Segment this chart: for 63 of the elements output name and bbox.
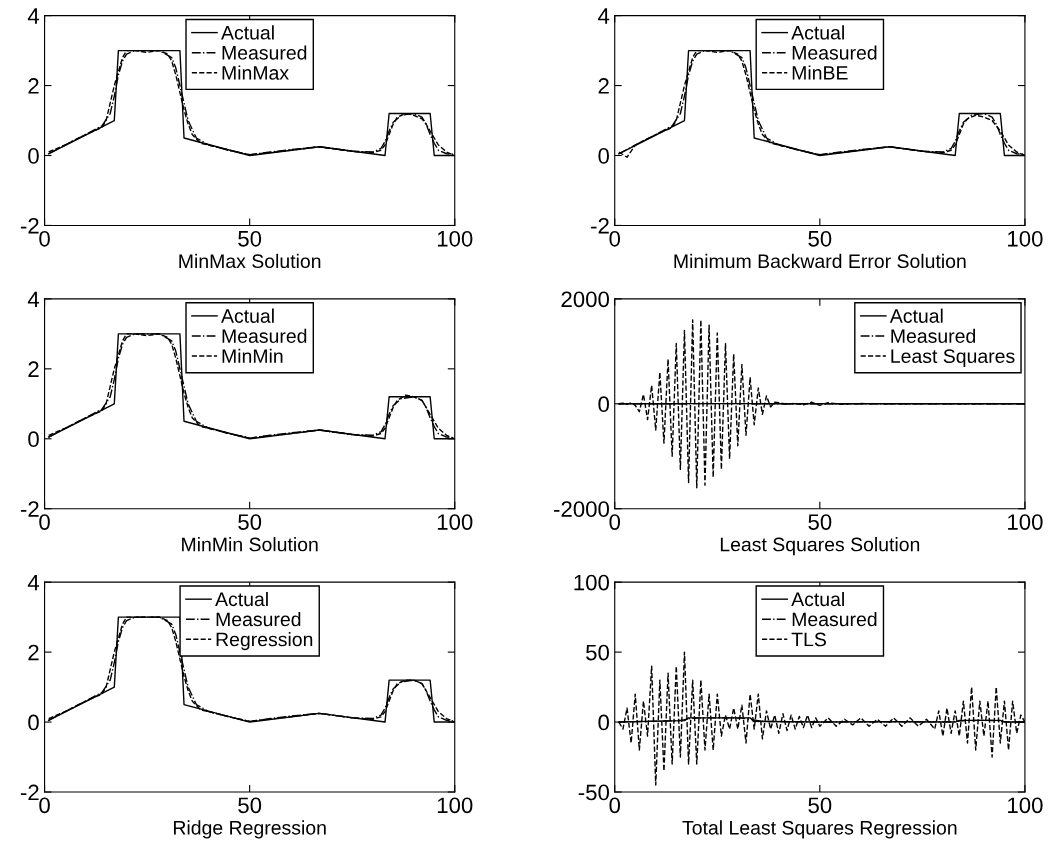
x-tick-label: 50 xyxy=(238,230,262,247)
x-tick-label: 100 xyxy=(1008,514,1043,530)
y-tick-label: 4 xyxy=(27,291,40,307)
legend-label: MinBE xyxy=(792,65,848,80)
x-tick-label: 50 xyxy=(808,230,832,247)
legend-label: MinMin xyxy=(222,348,283,363)
legend-label: Measured xyxy=(891,328,976,343)
legend-label: TLS xyxy=(791,632,826,647)
y-tick-label: 2 xyxy=(28,78,39,94)
y-tick-label: 4 xyxy=(598,8,610,24)
y-tick-label: 2000 xyxy=(561,291,610,308)
x-axis-title: MinMin Solution xyxy=(182,537,318,552)
x-tick-label: 50 xyxy=(238,797,262,814)
legend-label: Measured xyxy=(222,328,307,343)
legend-label: Regression xyxy=(216,632,313,651)
y-tick-label: -2000 xyxy=(554,501,610,517)
y-tick-label: 100 xyxy=(574,574,610,591)
x-tick-label: 0 xyxy=(39,514,50,530)
legend-label: Actual xyxy=(215,591,268,607)
legend-label: Measured xyxy=(792,611,877,627)
x-tick-label: 0 xyxy=(609,230,621,247)
y-tick-label: 0 xyxy=(28,714,39,731)
x-tick-label: 0 xyxy=(609,514,621,530)
x-tick-label: 100 xyxy=(437,230,473,247)
legend-label: Actual xyxy=(889,308,943,323)
legend-label: MinMax xyxy=(222,65,289,80)
x-axis-title: Least Squares Solution xyxy=(720,537,920,556)
legend-label: Actual xyxy=(791,25,844,40)
y-tick-label: -50 xyxy=(578,784,609,801)
y-tick-label: -2 xyxy=(591,217,609,234)
legend-label: Actual xyxy=(221,308,274,323)
x-tick-label: 100 xyxy=(1008,797,1043,814)
y-tick-label: 50 xyxy=(586,644,609,661)
y-tick-label: 0 xyxy=(598,148,609,164)
y-tick-label: -2 xyxy=(20,217,39,234)
x-axis-title: Ridge Regression xyxy=(173,820,326,839)
y-tick-label: 2 xyxy=(28,361,39,377)
x-tick-label: 100 xyxy=(1008,230,1043,247)
x-axis-title: MinMax Solution xyxy=(179,253,321,269)
y-tick-label: 0 xyxy=(598,714,609,731)
y-tick-label: -2 xyxy=(20,784,39,801)
x-tick-label: 100 xyxy=(437,797,473,814)
x-tick-label: 50 xyxy=(238,514,262,530)
x-tick-label: 50 xyxy=(808,514,832,530)
legend-label: Measured xyxy=(222,45,307,60)
legend-label: Measured xyxy=(792,45,877,60)
legend-label: Measured xyxy=(216,611,301,627)
y-tick-label: 0 xyxy=(598,396,609,413)
y-tick-label: 0 xyxy=(28,431,39,448)
y-tick-label: 4 xyxy=(27,574,40,591)
x-tick-label: 0 xyxy=(609,797,621,814)
x-tick-label: 100 xyxy=(437,514,473,530)
legend-label: Actual xyxy=(791,591,844,607)
y-tick-label: -2 xyxy=(20,501,39,517)
y-tick-label: 2 xyxy=(28,644,39,661)
y-tick-label: 4 xyxy=(27,8,40,24)
legend-label: Least Squares xyxy=(891,349,1015,367)
x-axis-title: Minimum Backward Error Solution xyxy=(674,253,966,269)
x-axis-title: Total Least Squares Regression xyxy=(682,820,957,839)
legend-label: Actual xyxy=(221,25,274,40)
x-tick-label: 50 xyxy=(808,797,832,814)
y-tick-label: 2 xyxy=(598,78,609,94)
y-tick-label: 0 xyxy=(28,148,39,164)
